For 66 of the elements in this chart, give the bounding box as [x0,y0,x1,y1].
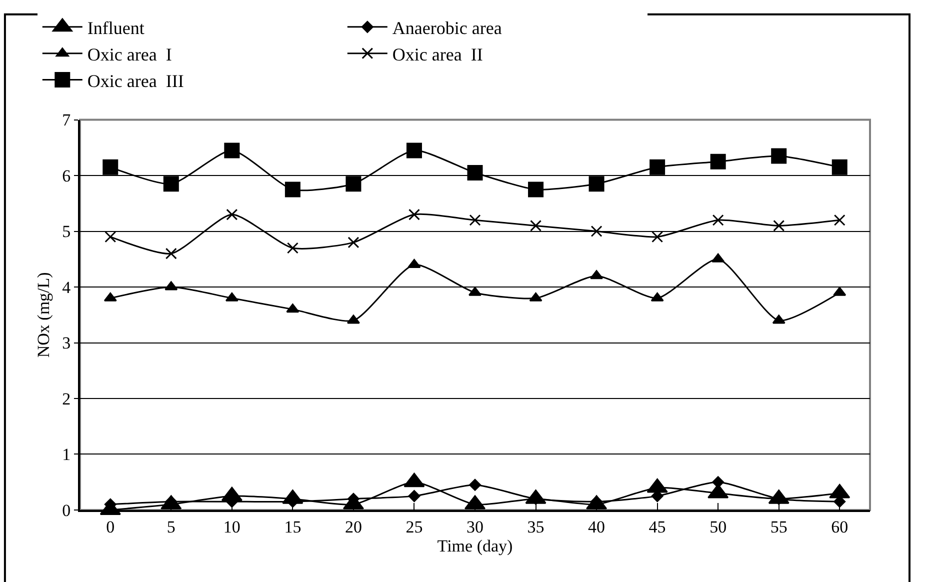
point [284,182,300,198]
legend-label: Influent [87,18,144,38]
x-tick-label: 5 [166,517,176,536]
point [528,182,544,198]
point [286,242,298,254]
point [163,176,179,192]
x-tick-label: 10 [223,517,240,536]
y-tick-label: 3 [62,334,71,353]
legend-label: Anaerobic area [392,18,502,38]
point [165,248,177,260]
point [590,226,602,238]
point [346,314,360,324]
point [772,314,786,324]
x-tick-label: 40 [588,517,606,536]
y-tick-label: 4 [62,278,72,297]
x-axis-title: Time (day) [437,536,513,556]
point [408,258,421,268]
y-tick-label: 7 [62,110,72,130]
legend-label: Oxic area II [392,44,483,64]
point [832,159,848,175]
point [164,281,178,290]
x-tick-label: 20 [344,517,362,536]
legend-label: Oxic area I [87,44,172,64]
point [529,292,542,302]
legend-label: Oxic area III [87,70,184,91]
y-tick-label: 5 [62,222,71,242]
point [104,292,117,302]
x-tick-label: 55 [770,517,788,536]
x-tick-label: 15 [284,517,302,536]
x-tick-label: 50 [710,517,727,536]
point [650,159,666,175]
point [102,159,118,175]
y-tick-label: 0 [62,500,71,520]
point [650,292,664,302]
y-axis-title: NOx (mg/L) [34,272,54,358]
x-tick-label: 0 [106,517,115,536]
point [590,270,604,280]
point [588,176,604,192]
y-tick-label: 6 [62,166,71,186]
point [406,142,422,158]
y-tick-label: 2 [62,389,71,408]
point [286,304,300,313]
point [104,231,116,243]
point [834,214,846,226]
point [469,214,481,226]
point [773,220,785,232]
point [771,148,787,164]
x-tick-label: 25 [406,517,423,536]
x-tick-label: 35 [527,517,544,536]
point [712,214,724,226]
point [710,154,726,170]
x-tick-label: 60 [831,517,848,536]
point [408,208,420,220]
point [224,142,240,158]
y-tick-label: 1 [62,445,71,464]
point [712,253,725,262]
point [226,208,238,220]
point [346,176,362,192]
point [467,164,483,180]
x-tick-label: 45 [648,517,666,536]
point [833,286,846,296]
point [530,220,542,232]
point [225,292,238,302]
point [348,236,360,248]
x-tick-label: 30 [466,517,484,536]
point [652,231,664,243]
